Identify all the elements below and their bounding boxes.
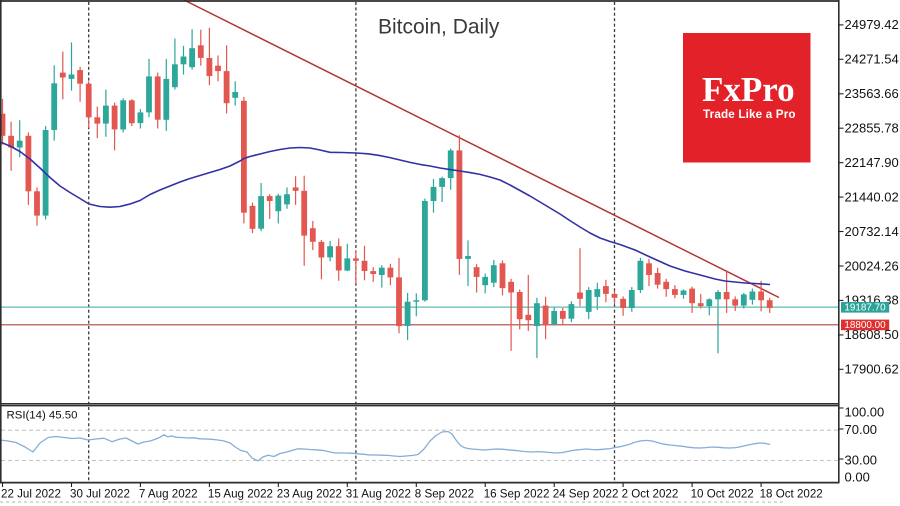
svg-text:RSI(14) 45.50: RSI(14) 45.50 <box>7 410 78 422</box>
svg-text:8 Sep 2022: 8 Sep 2022 <box>415 487 474 500</box>
svg-text:18800.00: 18800.00 <box>844 320 886 331</box>
svg-text:10 Oct 2022: 10 Oct 2022 <box>691 487 754 500</box>
svg-text:23 Aug 2022: 23 Aug 2022 <box>277 487 342 500</box>
svg-text:17900.62: 17900.62 <box>845 362 899 377</box>
svg-text:0.00: 0.00 <box>845 470 870 485</box>
svg-text:Bitcoin, Daily: Bitcoin, Daily <box>378 16 500 39</box>
svg-text:19187.70: 19187.70 <box>844 303 886 314</box>
svg-text:16 Sep 2022: 16 Sep 2022 <box>484 487 550 500</box>
svg-text:100.00: 100.00 <box>845 404 885 419</box>
svg-text:30 Jul 2022: 30 Jul 2022 <box>70 487 130 500</box>
svg-text:Trade Like a Pro: Trade Like a Pro <box>703 108 796 121</box>
svg-text:30.00: 30.00 <box>845 452 878 467</box>
svg-text:22855.78: 22855.78 <box>845 121 899 136</box>
svg-text:22147.90: 22147.90 <box>845 155 899 170</box>
svg-text:22 Jul 2022: 22 Jul 2022 <box>1 487 61 500</box>
svg-text:24271.54: 24271.54 <box>845 52 899 67</box>
svg-text:15 Aug 2022: 15 Aug 2022 <box>208 487 273 500</box>
svg-text:24 Sep 2022: 24 Sep 2022 <box>553 487 619 500</box>
svg-text:20732.14: 20732.14 <box>845 224 899 239</box>
svg-text:23563.66: 23563.66 <box>845 86 899 101</box>
svg-text:7 Aug 2022: 7 Aug 2022 <box>139 487 198 500</box>
svg-text:18608.50: 18608.50 <box>845 327 899 342</box>
svg-text:21440.02: 21440.02 <box>845 189 899 204</box>
svg-text:18 Oct 2022: 18 Oct 2022 <box>760 487 823 500</box>
svg-text:24979.42: 24979.42 <box>845 17 899 32</box>
svg-text:70.00: 70.00 <box>845 422 878 437</box>
svg-text:31 Aug 2022: 31 Aug 2022 <box>346 487 411 500</box>
svg-text:2 Oct 2022: 2 Oct 2022 <box>622 487 679 500</box>
svg-text:FxPro: FxPro <box>702 70 795 109</box>
svg-text:20024.26: 20024.26 <box>845 258 899 273</box>
